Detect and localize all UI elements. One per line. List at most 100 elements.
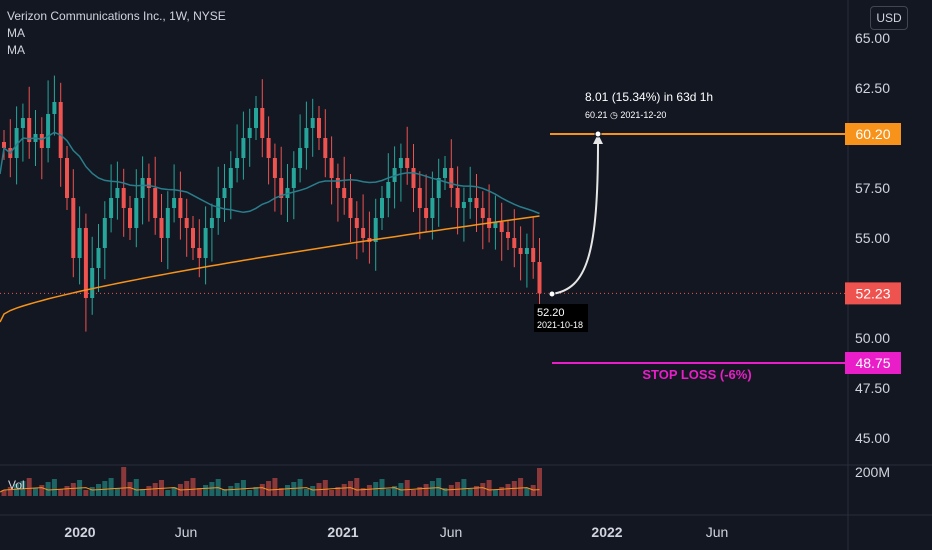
candle-body [77, 228, 82, 258]
candle-body [65, 158, 69, 198]
volume-bar [190, 478, 196, 496]
volume-bar [26, 478, 32, 496]
volume-bar [228, 486, 234, 496]
candle-body [398, 158, 403, 168]
volume-bar [39, 485, 45, 496]
candle-body [165, 208, 170, 238]
candle-body [405, 158, 410, 168]
volume-bar [499, 487, 505, 496]
volume-bar [436, 478, 442, 496]
candle-body [228, 168, 233, 188]
candle-body [329, 158, 334, 178]
candle-body [512, 238, 517, 248]
candle-body [235, 158, 240, 168]
candle-body [71, 198, 76, 258]
ma-indicator-2[interactable]: MA [7, 43, 25, 57]
price-tick-label: 65.00 [855, 30, 890, 46]
volume-bar [140, 489, 146, 496]
ma-slow-line [0, 215, 540, 323]
volume-bar [467, 489, 473, 496]
volume-bar [392, 486, 398, 496]
volume-bar [448, 485, 454, 496]
candle-body [2, 142, 6, 148]
target-price-label: 60.20 [855, 126, 890, 142]
current-price-box [845, 282, 901, 305]
candle-body [361, 228, 366, 238]
volume-bar [133, 479, 139, 496]
volume-label[interactable]: Vol [8, 478, 25, 492]
time-tick-label: Jun [175, 524, 198, 540]
candle-body [411, 168, 416, 188]
volume-bar [70, 483, 76, 496]
ma-fast-line [0, 131, 540, 215]
volume-bar [303, 489, 309, 496]
volume-bar [121, 467, 127, 496]
stop-price-label: 48.75 [855, 355, 890, 371]
candle-body [241, 138, 246, 158]
symbol-title[interactable]: Verizon Communications Inc., 1W, NYSE [7, 9, 226, 23]
candle-body [298, 148, 303, 168]
candle-body [222, 188, 227, 198]
volume-bar [417, 487, 423, 496]
price-tick-label: 45.00 [855, 430, 890, 446]
candle-body [531, 248, 536, 262]
price-tick-label: 55.00 [855, 230, 890, 246]
volume-bar [58, 489, 64, 496]
candle-body [373, 218, 378, 242]
volume-bar [152, 483, 158, 496]
volume-bar [209, 482, 215, 496]
candle-body [260, 108, 265, 138]
volume-bar [1, 490, 7, 496]
volume-bar [278, 488, 284, 496]
volume-bar [360, 488, 366, 496]
volume-bar [64, 486, 70, 496]
candle-body [96, 248, 101, 268]
candle-body [499, 222, 504, 232]
candle-body [430, 198, 435, 218]
volume-bar [480, 483, 486, 496]
target-point [594, 130, 602, 138]
price-tick-label: 62.50 [855, 80, 890, 96]
candle-body [216, 198, 221, 218]
currency-button[interactable]: USD [870, 6, 908, 30]
candle-body [493, 222, 498, 228]
candle-body [468, 198, 473, 202]
candle-body [279, 178, 284, 198]
candle-body [109, 198, 114, 218]
current-price-label: 52.23 [855, 285, 890, 301]
volume-bar [285, 485, 290, 496]
volume-bar [461, 479, 467, 496]
candle-body [178, 198, 183, 218]
volume-bar [411, 490, 416, 496]
candle-body [461, 202, 466, 208]
candles-group [2, 75, 542, 332]
candle-body [140, 178, 145, 198]
ma-indicator-1[interactable]: MA [7, 26, 25, 40]
stop-price-box [845, 352, 901, 374]
volume-bar [310, 486, 316, 496]
volume-bar [247, 490, 253, 496]
volume-bar [474, 486, 479, 496]
projection-arrowhead [593, 134, 603, 144]
candle-body [14, 128, 19, 158]
candle-body [335, 178, 340, 188]
candle-body [128, 208, 132, 228]
candle-body [417, 188, 422, 208]
volume-bar [518, 478, 524, 496]
candle-body [449, 168, 454, 188]
volume-bar [146, 486, 152, 496]
volume-bar [266, 481, 272, 496]
volume-bar [492, 490, 498, 496]
volume-bar [385, 489, 391, 496]
candle-body [436, 178, 441, 198]
volume-bar [51, 479, 57, 496]
candle-body [424, 208, 429, 218]
candle-body [272, 158, 277, 178]
volume-bar [505, 484, 511, 496]
volume-bar [102, 481, 108, 496]
entry-point [548, 290, 556, 298]
candle-body [20, 118, 25, 128]
candle-body [348, 198, 353, 218]
